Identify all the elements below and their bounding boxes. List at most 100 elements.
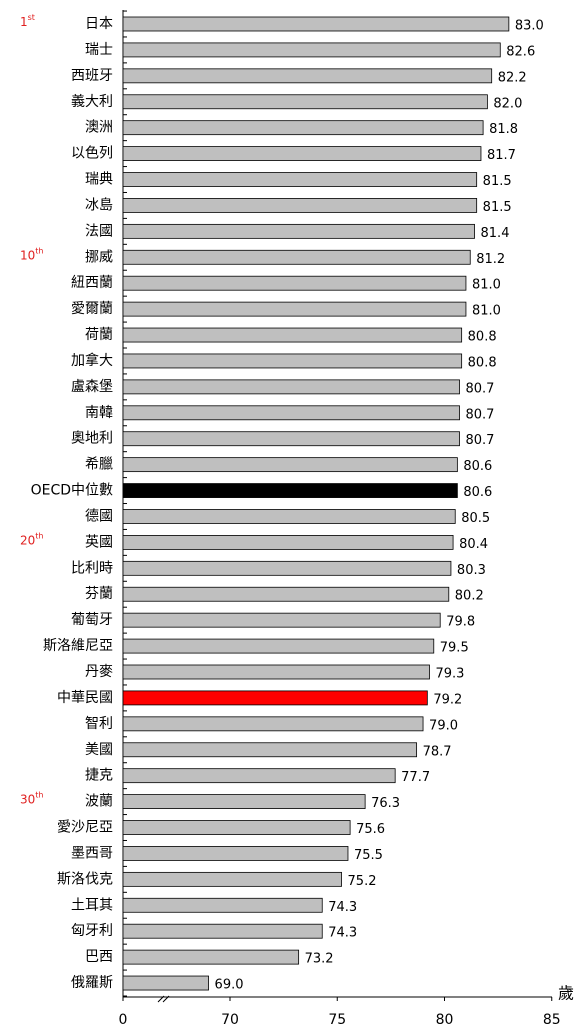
category-label: 波蘭 (85, 794, 113, 810)
category-label: 墨西哥 (71, 845, 113, 861)
category-label: 愛沙尼亞 (57, 820, 113, 836)
value-label: 81.7 (487, 148, 516, 163)
value-label: 79.3 (435, 667, 464, 682)
rank-suffix: st (28, 13, 35, 22)
x-tick-label: 75 (328, 1012, 346, 1028)
bar (122, 431, 460, 447)
bar (122, 794, 366, 809)
category-label: 以色列 (71, 145, 113, 162)
bar (122, 664, 430, 680)
bar (122, 301, 467, 317)
bar (122, 846, 349, 861)
rank-label: 20th (20, 531, 44, 547)
value-label: 83.0 (515, 19, 544, 34)
category-label: 俄羅斯 (71, 975, 113, 991)
category-label: 荷蘭 (85, 327, 113, 343)
bar (122, 16, 510, 32)
value-label: 79.5 (440, 641, 469, 656)
bar (122, 249, 471, 265)
category-label: 葡萄牙 (71, 612, 113, 628)
value-label: 75.2 (348, 874, 377, 889)
value-label: 73.2 (305, 952, 334, 967)
category-label: 德國 (85, 508, 113, 524)
category-label: 紐西蘭 (71, 275, 113, 291)
bar (122, 923, 323, 939)
bar (122, 690, 428, 706)
bar (122, 327, 463, 343)
category-label: 瑞士 (85, 42, 113, 58)
x-tick-label: 85 (543, 1012, 561, 1028)
x-unit: 歲 (558, 984, 574, 1003)
category-label: 奧地利 (71, 431, 113, 447)
value-label: 80.6 (463, 459, 492, 474)
value-label: 81.0 (472, 304, 501, 319)
category-label: 土耳其 (71, 897, 113, 913)
bar (122, 535, 454, 550)
category-label: 斯洛維尼亞 (43, 638, 113, 654)
bar (122, 68, 493, 84)
value-label: 81.8 (489, 122, 518, 137)
category-label: 巴西 (85, 949, 113, 965)
value-label: 80.3 (457, 563, 486, 578)
bar (122, 949, 300, 965)
bar (122, 586, 450, 602)
category-label: 智利 (85, 716, 113, 732)
value-label: 75.6 (356, 822, 385, 837)
value-label: 80.7 (466, 407, 495, 422)
bar (122, 223, 475, 239)
rank-suffix: th (35, 246, 43, 255)
value-label: 74.3 (328, 900, 357, 915)
category-label: 芬蘭 (85, 586, 113, 602)
rank-label: 1st (20, 13, 35, 29)
x-tick-label: 70 (221, 1012, 239, 1028)
category-label: 法國 (85, 223, 113, 239)
bar (122, 172, 478, 187)
rank-label: 30th (20, 790, 44, 806)
category-label: 斯洛伐克 (57, 871, 113, 887)
value-label: 81.5 (483, 174, 512, 189)
category-label: 美國 (85, 742, 113, 758)
value-label: 76.3 (371, 796, 400, 811)
rank-number: 20 (20, 533, 35, 547)
value-label: 81.5 (483, 200, 512, 215)
category-label: 中華民國 (57, 690, 113, 706)
value-label: 80.8 (468, 330, 497, 345)
bar (122, 94, 488, 110)
value-label: 82.2 (498, 70, 527, 85)
value-label: 75.5 (354, 848, 383, 863)
rank-label: 10th (20, 246, 44, 262)
value-label: 80.4 (459, 537, 488, 552)
bar (122, 457, 458, 473)
bar (122, 509, 456, 524)
value-label: 80.6 (463, 485, 492, 500)
bar (122, 42, 501, 58)
value-label: 69.0 (215, 978, 244, 993)
value-label: 79.2 (433, 692, 462, 707)
bar (122, 198, 478, 213)
x-tick-label: 0 (119, 1012, 128, 1028)
bar (122, 353, 463, 369)
rank-number: 30 (20, 792, 35, 806)
bar (122, 897, 323, 913)
rank-number: 10 (20, 248, 35, 262)
bar (122, 560, 452, 576)
category-label: 比利時 (71, 560, 113, 576)
value-label: 77.7 (401, 770, 430, 785)
value-label: 81.4 (481, 226, 510, 241)
category-label: 西班牙 (71, 68, 113, 84)
category-label: 挪威 (85, 249, 113, 265)
category-label: 南韓 (85, 405, 113, 421)
category-label: 加拿大 (71, 352, 113, 369)
value-label: 81.0 (472, 278, 501, 293)
category-label: 捷克 (85, 768, 113, 784)
bar (122, 638, 435, 654)
axis-break (157, 995, 170, 1003)
category-label: OECD中位數 (31, 483, 113, 499)
category-label: 瑞典 (85, 172, 113, 188)
category-label: 希臘 (85, 457, 113, 473)
category-label: 澳洲 (85, 120, 113, 136)
category-label: 丹麥 (85, 664, 113, 680)
value-label: 82.6 (506, 44, 535, 59)
category-label: 英國 (85, 533, 113, 550)
